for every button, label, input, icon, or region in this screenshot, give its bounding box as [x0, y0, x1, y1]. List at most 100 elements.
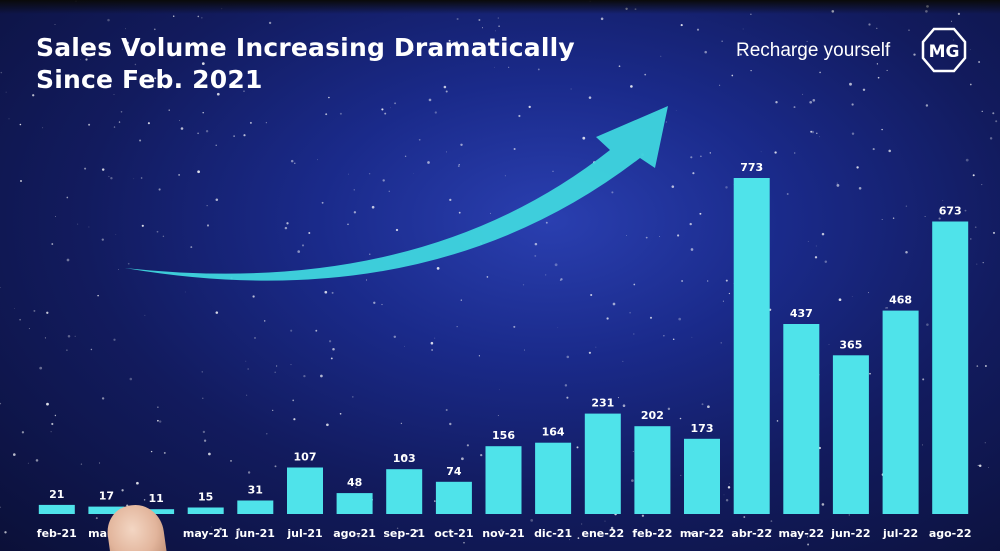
star [445, 90, 448, 93]
star [46, 311, 49, 314]
star [974, 226, 977, 229]
star [978, 464, 982, 467]
star [537, 68, 540, 71]
star [750, 69, 752, 72]
star [51, 422, 54, 426]
star [134, 63, 137, 66]
star [806, 40, 808, 42]
star [184, 291, 186, 293]
star [545, 221, 548, 224]
trend-arrow-icon [125, 106, 668, 281]
star [534, 242, 538, 246]
star [294, 162, 296, 164]
bar-dic-21 [535, 442, 572, 514]
star [320, 374, 323, 378]
star [74, 335, 76, 337]
star [144, 314, 146, 316]
star [742, 28, 744, 30]
star [926, 323, 929, 326]
star [984, 365, 987, 367]
star [663, 335, 665, 337]
star [88, 226, 90, 228]
star [704, 50, 707, 54]
star [315, 329, 318, 332]
star [458, 164, 460, 166]
category-label-oct-21: oct-21 [434, 527, 473, 540]
star [297, 250, 301, 253]
star [645, 236, 648, 239]
star [480, 453, 483, 457]
category-label-feb-21: feb-21 [37, 527, 77, 540]
star [154, 77, 157, 80]
star [348, 173, 349, 175]
star [394, 102, 397, 105]
star [644, 73, 647, 76]
star [528, 105, 531, 109]
star [576, 446, 579, 449]
star [701, 403, 704, 406]
star [326, 423, 329, 427]
star [67, 334, 71, 338]
star [905, 251, 908, 254]
star [449, 422, 452, 426]
star [434, 337, 436, 339]
star [631, 479, 634, 482]
star [272, 409, 274, 412]
star [690, 248, 694, 251]
star [404, 345, 405, 347]
star [722, 300, 724, 302]
star [612, 302, 616, 306]
star [355, 486, 357, 489]
star [400, 422, 403, 425]
bar-feb-22 [634, 426, 671, 514]
star [328, 340, 332, 343]
bar-jul-21 [287, 467, 323, 514]
star [727, 486, 731, 489]
star [518, 114, 521, 118]
star [590, 293, 593, 297]
star [81, 54, 83, 56]
star [413, 173, 414, 174]
star [981, 110, 983, 112]
star [921, 444, 923, 446]
star [308, 232, 311, 234]
star [434, 111, 437, 114]
star [881, 128, 883, 131]
screen-frame [0, 0, 1000, 14]
star [580, 523, 583, 525]
star [709, 430, 711, 432]
bar-sep-21 [386, 469, 423, 514]
star [50, 431, 52, 433]
star [143, 499, 146, 501]
star [876, 27, 878, 29]
star [393, 335, 397, 339]
value-label-ene-22: 231 [591, 397, 614, 410]
star [617, 397, 619, 399]
star [0, 402, 2, 405]
star [51, 243, 54, 245]
star [247, 471, 251, 474]
star [534, 254, 537, 257]
star [215, 144, 217, 146]
star [725, 186, 728, 189]
star [807, 240, 809, 242]
star [110, 177, 113, 180]
bar-abr-21 [138, 509, 175, 514]
star [0, 506, 1, 508]
star [141, 224, 144, 227]
value-label-ago-21: 48 [347, 476, 362, 489]
value-label-jun-21: 31 [248, 484, 263, 497]
star [286, 222, 289, 225]
star [523, 349, 525, 351]
star [317, 159, 318, 161]
star [970, 238, 972, 240]
category-label-feb-22: feb-22 [632, 527, 672, 540]
star [180, 127, 184, 130]
star [489, 212, 491, 214]
star [964, 209, 967, 212]
value-label-may-22: 437 [790, 307, 813, 320]
star [819, 136, 820, 138]
star [249, 121, 252, 124]
star [660, 55, 662, 57]
